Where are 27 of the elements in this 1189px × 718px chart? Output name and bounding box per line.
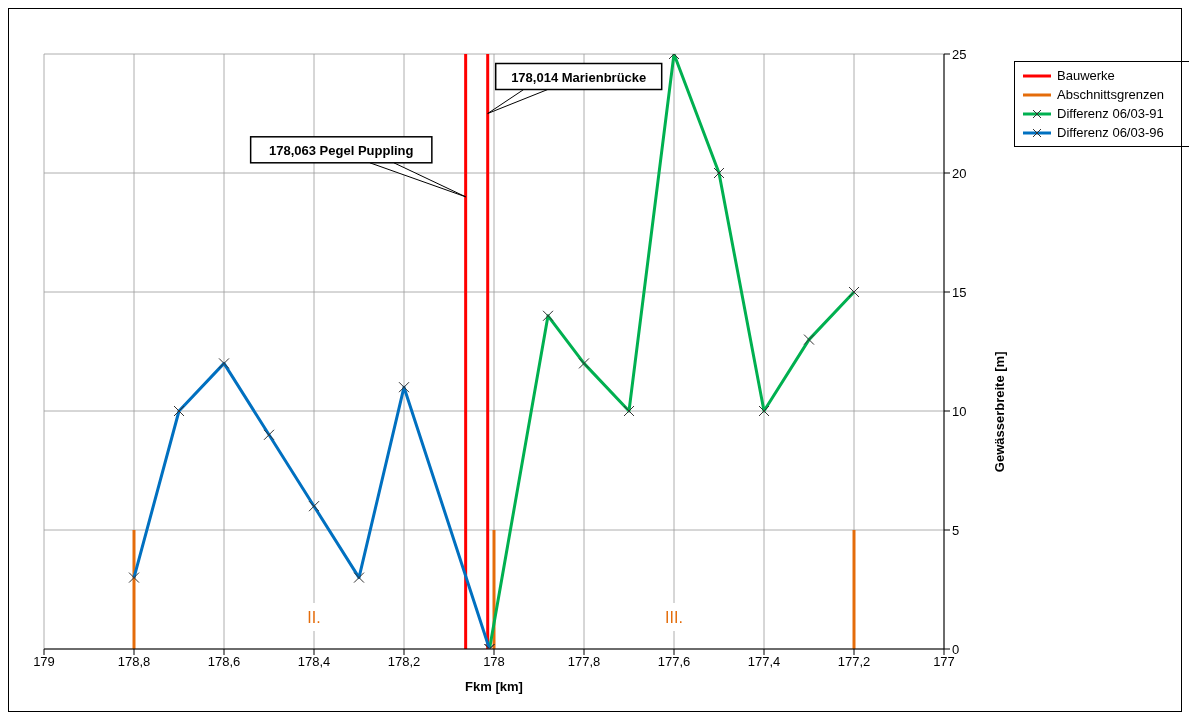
x-tick-label: 178,6: [207, 654, 241, 670]
legend-label: Differenz 06/03-91: [1057, 106, 1164, 121]
x-tick-label: 179: [33, 654, 55, 670]
x-tick-label: 178: [483, 654, 505, 670]
x-tick-label: 178,8: [117, 654, 151, 670]
annotation: 178,063 Pegel Puppling: [269, 142, 414, 158]
y-tick-label: 25: [952, 46, 967, 62]
annotation: III.: [665, 609, 683, 626]
x-tick-label: 177,2: [837, 654, 871, 670]
x-tick-label: 178,4: [297, 654, 331, 670]
y-axis-title: Gewässerbreite [m]: [991, 351, 1007, 473]
y-tick-label: 0: [952, 641, 960, 657]
annotation: II.: [307, 609, 321, 626]
x-tick-label: 177,4: [747, 654, 781, 670]
x-axis-title: Fkm [km]: [465, 679, 523, 694]
x-tick-label: 177,8: [567, 654, 601, 670]
x-tick-label: 178,2: [387, 654, 421, 670]
y-tick-label: 10: [952, 403, 967, 419]
y-tick-label: 20: [952, 165, 967, 181]
x-tick-label: 177,6: [657, 654, 691, 670]
legend-label: Bauwerke: [1057, 68, 1115, 83]
y-tick-label: 5: [952, 522, 960, 538]
y-tick-label: 15: [952, 284, 967, 300]
legend-label: Differenz 06/03-96: [1057, 125, 1164, 140]
x-tick-label: 177: [933, 654, 955, 670]
annotation: 178,014 Marienbrücke: [511, 69, 647, 85]
legend-label: Abschnittsgrenzen: [1057, 87, 1164, 102]
